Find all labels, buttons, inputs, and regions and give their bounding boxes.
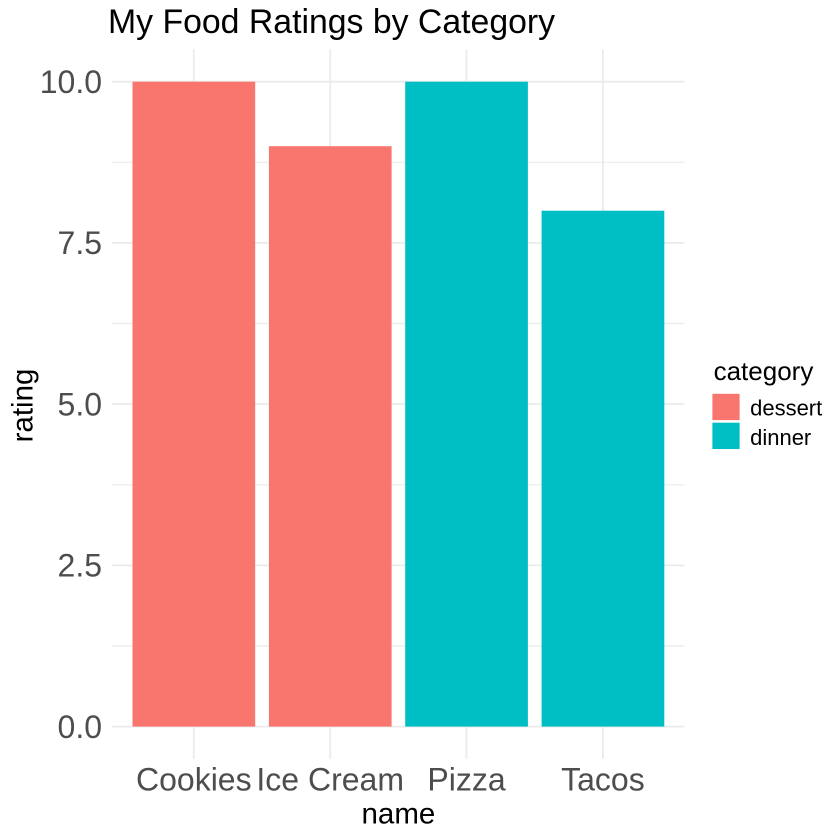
svg-text:10.0: 10.0	[40, 64, 102, 100]
svg-text:name: name	[362, 797, 436, 830]
svg-text:7.5: 7.5	[58, 225, 102, 261]
svg-text:0.0: 0.0	[58, 709, 102, 745]
svg-text:My Food Ratings by Category: My Food Ratings by Category	[108, 3, 555, 41]
svg-text:rating: rating	[7, 369, 40, 443]
svg-text:Tacos: Tacos	[561, 761, 645, 797]
svg-text:dessert: dessert	[750, 396, 822, 421]
svg-text:category: category	[714, 356, 814, 386]
svg-text:5.0: 5.0	[58, 386, 102, 422]
svg-text:Pizza: Pizza	[427, 761, 505, 797]
svg-text:2.5: 2.5	[58, 548, 102, 584]
svg-text:Ice Cream: Ice Cream	[256, 761, 404, 797]
svg-text:dinner: dinner	[750, 425, 811, 450]
svg-text:Cookies: Cookies	[136, 761, 252, 797]
